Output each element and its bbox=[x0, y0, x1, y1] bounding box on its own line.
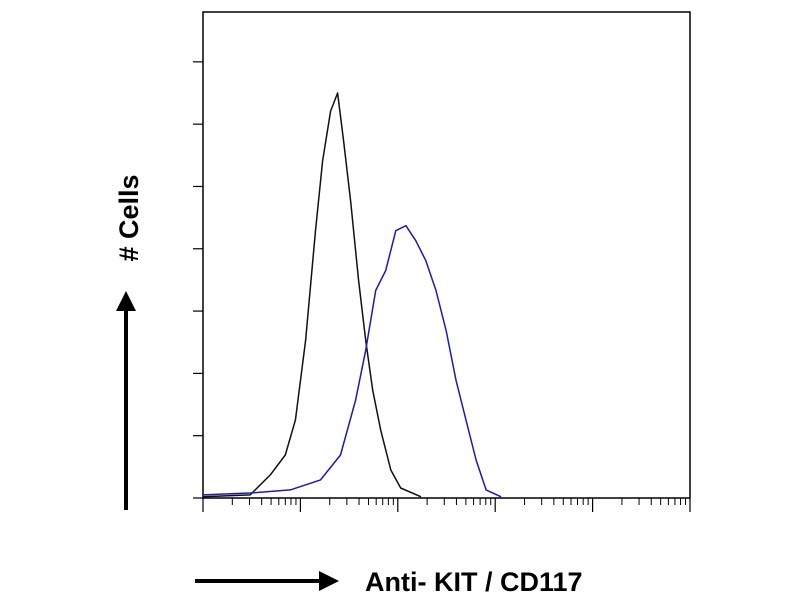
histogram-curve bbox=[202, 92, 422, 498]
y-axis-label: # Cells bbox=[114, 174, 144, 261]
histogram-curve bbox=[202, 224, 502, 498]
plot-frame bbox=[202, 11, 691, 499]
x-axis-label: Anti- KIT / CD117 bbox=[365, 567, 583, 597]
